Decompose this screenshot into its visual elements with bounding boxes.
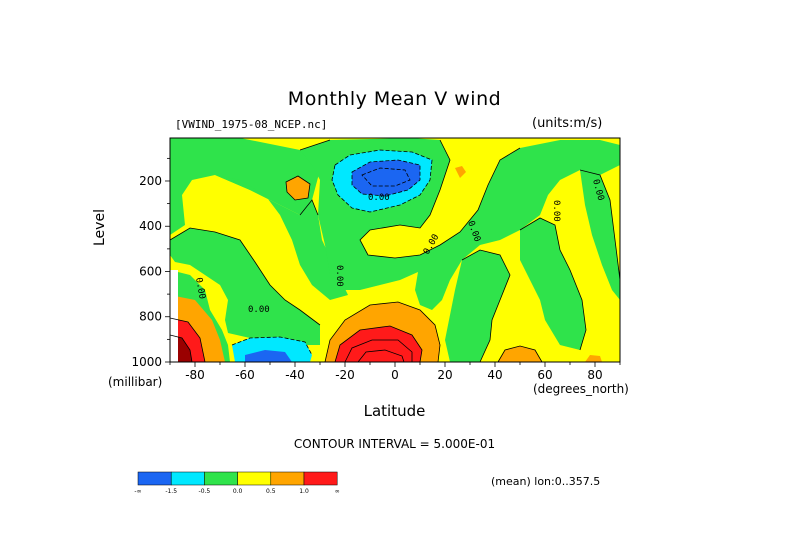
- units-label: (units:m/s): [532, 116, 603, 131]
- x-tick-label: 20: [437, 368, 452, 382]
- x-tick-label: -40: [285, 368, 305, 382]
- x-tick-label: 80: [587, 368, 602, 382]
- y-tick-label: 200: [139, 174, 162, 188]
- file-name-label: [VWIND_1975-08_NCEP.nc]: [175, 118, 328, 131]
- colorbar-swatch: [237, 471, 272, 486]
- colorbar-swatch: [303, 471, 338, 486]
- orange-region-upper-mid: [455, 166, 466, 178]
- contour-label: 0.00: [368, 193, 390, 203]
- colorbar-swatch: [204, 471, 238, 486]
- x-axis-title: Latitude: [363, 402, 426, 420]
- contour-interval-text: CONTOUR INTERVAL = 5.000E-01: [293, 437, 496, 451]
- x-tick-label: -80: [185, 368, 205, 382]
- y-axis-title: Level: [92, 209, 108, 246]
- y-axis-ticks: 200 400 600 800 1000: [131, 157, 170, 369]
- x-axis-units: (degrees_north): [533, 382, 629, 396]
- blue-region-upper-core: [352, 160, 420, 196]
- contour-label: 0.00: [334, 265, 344, 287]
- colorbar-label: 0.0: [233, 488, 243, 495]
- green-region-south-upper: [215, 175, 348, 300]
- orange-region-north-surface: [498, 346, 542, 362]
- y-tick-label: 1000: [131, 355, 162, 369]
- colorbar-label: -1.5: [165, 488, 177, 495]
- contour-label: 0.00: [193, 277, 207, 300]
- y-tick-label: 800: [139, 310, 162, 324]
- contour-label: 0.00: [551, 200, 561, 222]
- colorbar: -∞ -1.5 -0.5 0.0 0.5 1.0 ∞: [134, 471, 340, 495]
- blue-region-lower-south: [245, 350, 292, 362]
- x-axis-ticks: -80 -60 -40 -20 0 20 40 60 80: [169, 362, 621, 382]
- x-tick-label: 40: [487, 368, 502, 382]
- x-tick-label: 0: [391, 368, 399, 382]
- colorbar-label: 0.5: [266, 488, 276, 495]
- x-tick-label: -60: [235, 368, 255, 382]
- colorbar-label: -∞: [134, 488, 141, 495]
- colorbar-swatch: [137, 471, 172, 486]
- red-region-equator-surface: [335, 326, 422, 362]
- chart-title: Monthly Mean V wind: [287, 88, 502, 110]
- contour-label: 0.00: [248, 305, 270, 315]
- mean-longitude-info: (mean) lon:0..357.5: [491, 475, 601, 488]
- green-region-north-high: [520, 218, 586, 350]
- orange-region-north-polar-surface: [585, 355, 602, 362]
- colorbar-label: ∞: [335, 488, 340, 495]
- green-region-south-mid: [170, 228, 320, 345]
- orange-region-upper-south: [286, 176, 310, 200]
- y-tick-label: 400: [139, 219, 162, 233]
- contour-lines: [169, 139, 621, 363]
- green-region-north-mid: [445, 250, 510, 362]
- x-tick-label: -20: [335, 368, 355, 382]
- x-tick-label: 60: [537, 368, 552, 382]
- colorbar-swatch: [170, 471, 205, 486]
- missing-data-region: [170, 270, 178, 362]
- y-tick-label: 600: [139, 264, 162, 278]
- colorbar-label: -0.5: [199, 488, 211, 495]
- colorbar-label: 1.0: [299, 488, 309, 495]
- y-axis-units: (millibar): [108, 375, 163, 389]
- colorbar-swatch: [270, 471, 305, 486]
